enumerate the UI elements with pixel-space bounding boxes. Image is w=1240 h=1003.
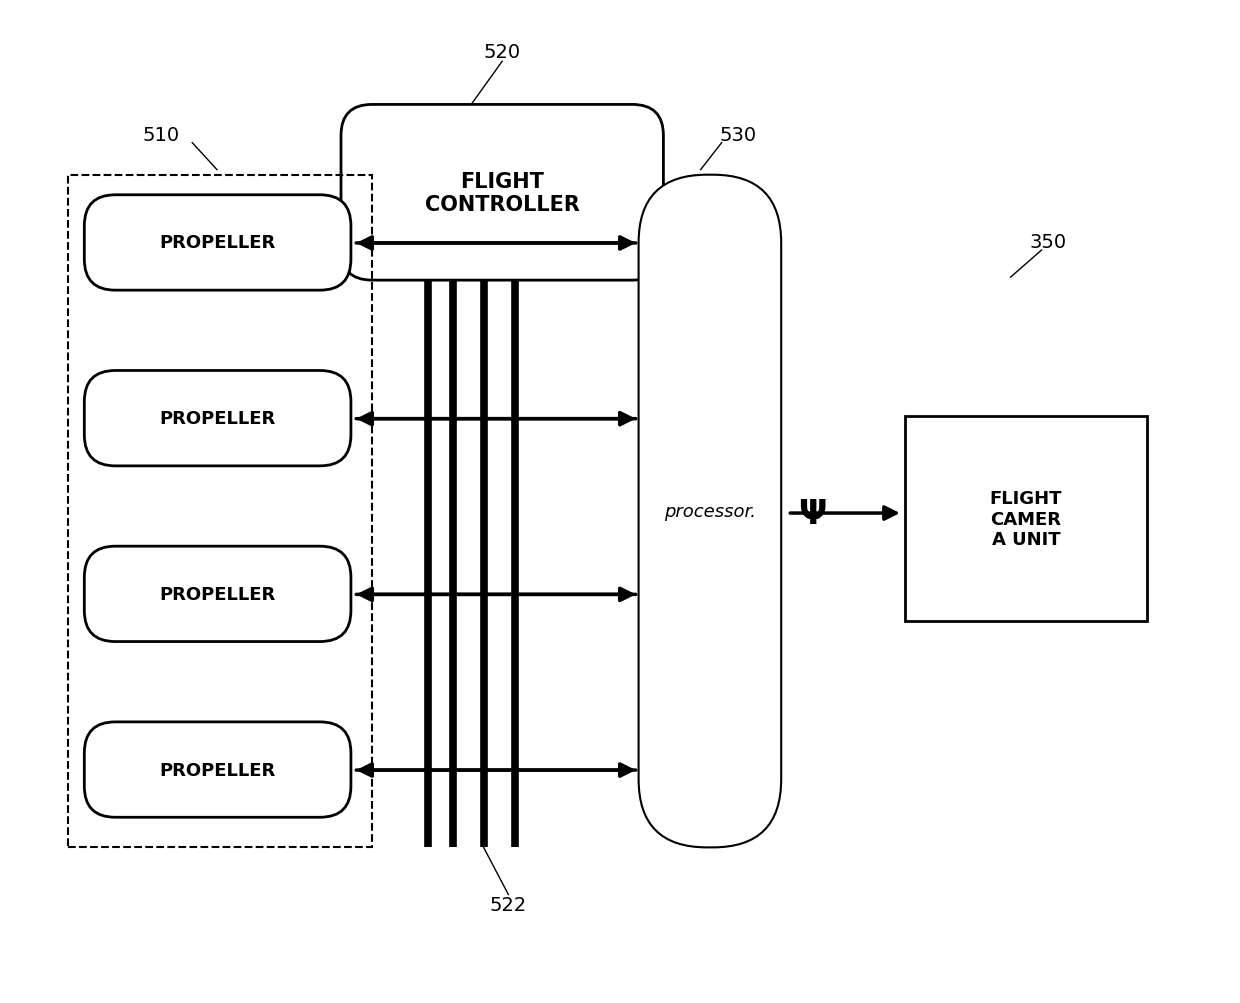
Text: FLIGHT
CONTROLLER: FLIGHT CONTROLLER	[425, 172, 579, 215]
Text: 520: 520	[484, 43, 521, 61]
Text: 522: 522	[490, 896, 527, 914]
FancyBboxPatch shape	[84, 196, 351, 291]
FancyBboxPatch shape	[84, 371, 351, 466]
FancyBboxPatch shape	[84, 547, 351, 642]
FancyBboxPatch shape	[84, 722, 351, 817]
Text: processor.: processor.	[663, 503, 756, 521]
Bar	[905, 416, 1147, 622]
Text: 350: 350	[1029, 234, 1066, 252]
Text: FLIGHT
CAMER
A UNIT: FLIGHT CAMER A UNIT	[990, 489, 1063, 549]
Bar	[68, 176, 372, 848]
FancyBboxPatch shape	[341, 105, 663, 281]
Text: PROPELLER: PROPELLER	[160, 586, 275, 603]
Text: 510: 510	[143, 126, 180, 144]
FancyBboxPatch shape	[639, 176, 781, 848]
Text: PROPELLER: PROPELLER	[160, 761, 275, 778]
Text: 530: 530	[719, 126, 756, 144]
Text: PROPELLER: PROPELLER	[160, 235, 275, 252]
Text: Ψ: Ψ	[799, 497, 826, 530]
Text: PROPELLER: PROPELLER	[160, 410, 275, 427]
